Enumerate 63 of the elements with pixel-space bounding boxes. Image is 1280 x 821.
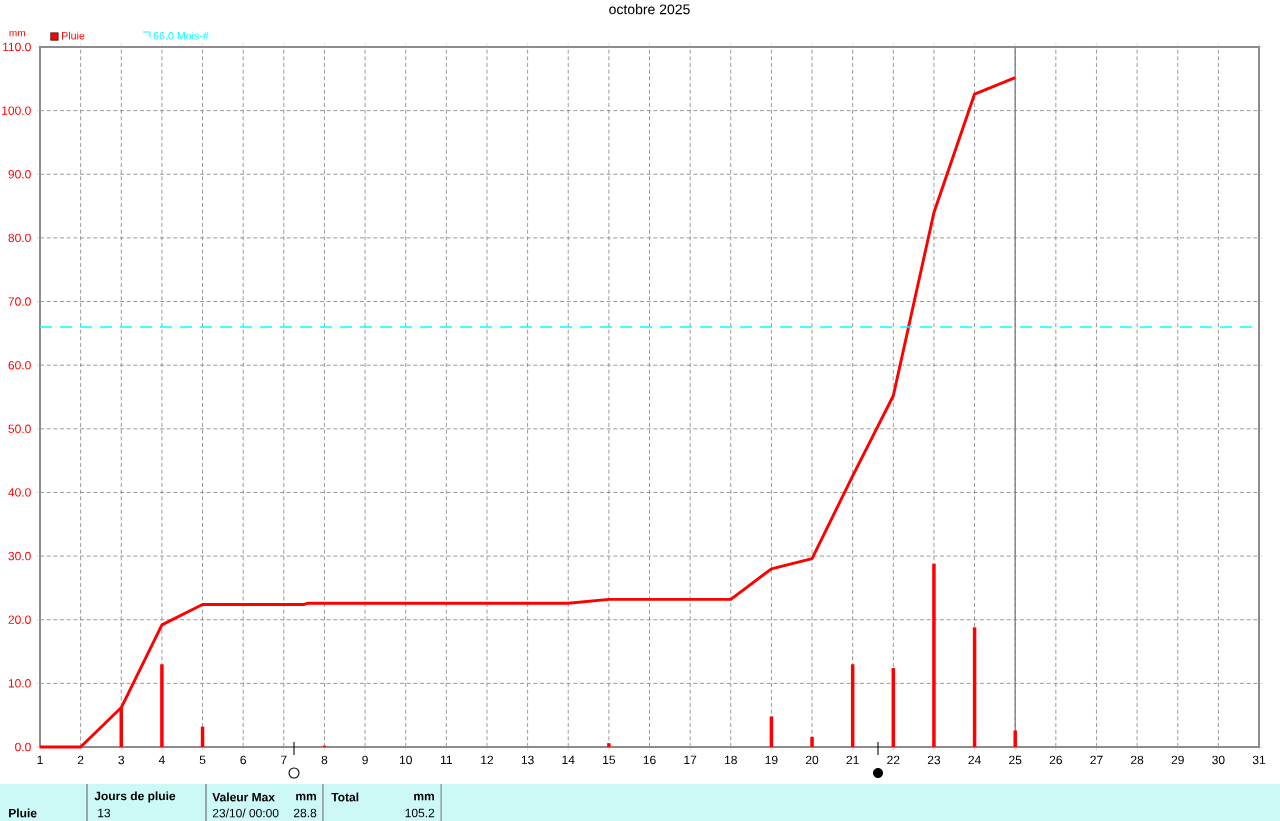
x-tick-label: 3	[118, 755, 125, 765]
x-tick-label: 31	[1252, 755, 1266, 765]
x-tick-label: 1	[37, 755, 43, 764]
x-tick-label: 23	[927, 755, 941, 765]
y-tick-label: 60.0	[8, 360, 31, 370]
bar	[932, 563, 936, 747]
text: 105.2	[405, 808, 435, 818]
legend-label: Pluie	[62, 31, 85, 40]
text: Valeur Max	[212, 792, 275, 802]
y-tick-label: 100.0	[2, 106, 31, 115]
x-tick-label: 30	[1212, 755, 1225, 765]
legend-label: 66.0 Mois-#	[153, 31, 209, 40]
y-tick-label: 30.0	[8, 551, 31, 561]
text: 28.8	[293, 808, 317, 818]
x-tick-label: 27	[1090, 755, 1103, 765]
x-tick-label: 25	[1009, 755, 1022, 765]
x-tick-label: 13	[521, 755, 534, 765]
y-axis-title: mm	[9, 30, 25, 37]
x-tick-label: 19	[765, 755, 778, 765]
x-tick-label: 4	[158, 755, 165, 764]
x-tick-label: 22	[887, 755, 900, 765]
x-tick-label: 17	[684, 755, 697, 764]
bar	[810, 736, 814, 747]
x-tick-label: 21	[846, 755, 859, 765]
chart-title: octobre 2025	[609, 4, 690, 15]
x-tick-label: 12	[481, 755, 494, 765]
x-tick-label: 6	[240, 755, 246, 765]
bar	[1013, 730, 1017, 747]
x-tick-label: 5	[199, 755, 206, 765]
bar	[607, 743, 611, 747]
y-tick-label: 10.0	[8, 679, 31, 688]
x-tick-label: 8	[321, 755, 328, 765]
line-series	[38, 76, 1017, 749]
y-tick-label: 90.0	[8, 170, 31, 179]
x-tick-label: 15	[603, 755, 616, 765]
y-tick-label: 50.0	[8, 424, 31, 434]
y-tick-label: 110.0	[3, 42, 31, 52]
x-tick-label: 7	[281, 755, 287, 764]
y-tick-label: 20.0	[8, 615, 31, 624]
y-tick-label: 70.0	[8, 297, 31, 306]
x-tick-label: 2	[77, 755, 84, 765]
text: Total	[331, 792, 359, 802]
y-tick-label: 40.0	[8, 488, 31, 497]
text: 23/10/ 00:00	[212, 808, 279, 818]
x-tick-label: 26	[1049, 755, 1062, 765]
text: Pluie	[9, 808, 37, 818]
text: mm	[414, 793, 434, 801]
y-tick-label: 80.0	[8, 233, 31, 243]
x-tick-label: 29	[1171, 755, 1184, 765]
text: 13	[98, 808, 111, 818]
x-tick-label: 18	[725, 755, 737, 765]
x-tick-label: 10	[399, 755, 412, 765]
x-tick-label: 11	[441, 755, 452, 764]
x-tick-label: 20	[805, 755, 819, 765]
bar	[160, 664, 164, 747]
y-tick-label: 0.0	[15, 742, 31, 752]
x-tick-label: 16	[643, 755, 656, 765]
x-tick-label: 14	[562, 755, 575, 764]
x-tick-label: 24	[968, 755, 981, 765]
x-tick-label: 9	[362, 755, 368, 765]
x-tick-label: 28	[1131, 755, 1144, 765]
text: mm	[296, 793, 316, 801]
text: Jours de pluie	[94, 791, 176, 803]
